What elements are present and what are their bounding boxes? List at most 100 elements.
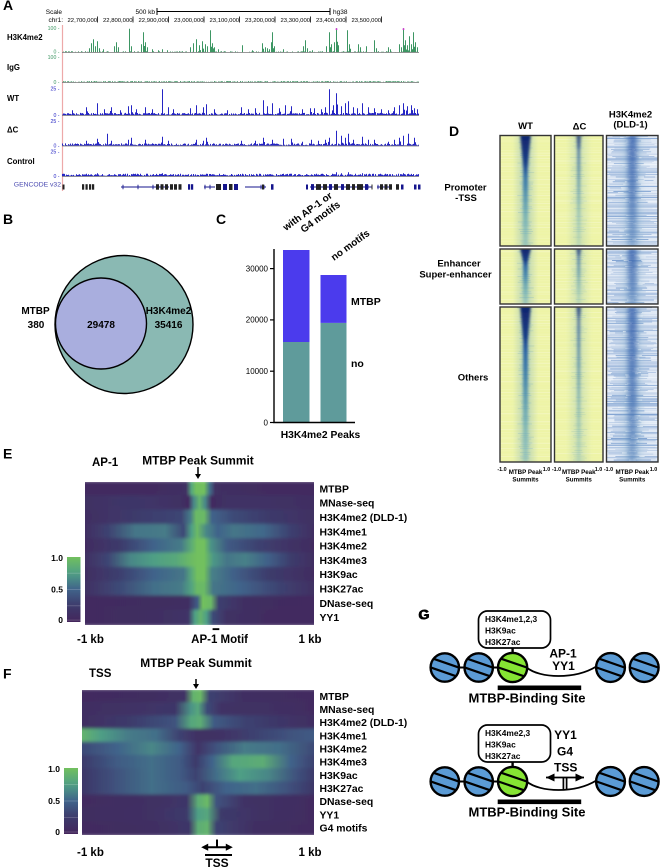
svg-text:H3K4me1,2,3: H3K4me1,2,3: [485, 614, 537, 624]
svg-text:1.0: 1.0: [543, 467, 551, 473]
svg-text:0.5: 0.5: [48, 796, 60, 806]
svg-text:H3K27ac: H3K27ac: [320, 585, 364, 596]
svg-text:0 -: 0 -: [53, 50, 59, 56]
svg-text:H3K4me2 (DLD-1): H3K4me2 (DLD-1): [320, 718, 408, 729]
svg-text:0 -: 0 -: [53, 113, 59, 119]
svg-text:H3K27ac: H3K27ac: [320, 784, 364, 795]
svg-text:E: E: [3, 445, 12, 461]
svg-text:hg38: hg38: [333, 9, 348, 16]
svg-text:G: G: [419, 606, 430, 622]
svg-text:H3K4me1: H3K4me1: [320, 731, 368, 742]
svg-text:H3K4me1: H3K4me1: [320, 527, 368, 538]
svg-text:Enhancer: Enhancer: [437, 259, 481, 270]
svg-text:100 -: 100 -: [48, 26, 60, 32]
svg-text:MTBP Peak Summit: MTBP Peak Summit: [140, 656, 251, 670]
svg-text:1.0: 1.0: [51, 553, 63, 563]
svg-text:(DLD-1): (DLD-1): [613, 120, 647, 131]
svg-text:MNase-seq: MNase-seq: [320, 499, 375, 510]
svg-text:1 kb: 1 kb: [298, 634, 321, 646]
svg-text:DNase-seq: DNase-seq: [320, 797, 374, 808]
svg-text:-1.0: -1.0: [497, 467, 506, 473]
svg-text:Control: Control: [7, 157, 35, 166]
svg-text:23,400,000: 23,400,000: [316, 18, 346, 24]
svg-text:Summits: Summits: [566, 477, 593, 484]
svg-text:H3K9ac: H3K9ac: [320, 570, 358, 581]
svg-text:22,700,000: 22,700,000: [68, 18, 98, 24]
svg-text:YY1: YY1: [320, 810, 340, 821]
svg-text:25 -: 25 -: [51, 119, 60, 125]
svg-text:AP-1 Motif: AP-1 Motif: [191, 634, 248, 646]
svg-text:-1 kb: -1 kb: [77, 634, 104, 646]
svg-text:0.5: 0.5: [51, 585, 63, 595]
svg-text:500 kb: 500 kb: [135, 9, 155, 16]
svg-text:29478: 29478: [87, 320, 115, 331]
svg-text:G4 motifs: G4 motifs: [320, 824, 368, 835]
svg-text:1.0: 1.0: [650, 467, 658, 473]
svg-text:H3K4me2: H3K4me2: [146, 306, 192, 317]
svg-text:100 -: 100 -: [48, 55, 60, 61]
svg-text:20000: 20000: [246, 316, 269, 325]
svg-text:Promoter: Promoter: [444, 183, 487, 194]
svg-text:MTBP: MTBP: [351, 296, 381, 308]
svg-text:Summits: Summits: [619, 477, 646, 484]
svg-text:10000: 10000: [246, 367, 269, 376]
svg-text:WT: WT: [518, 121, 533, 132]
svg-text:MTBP: MTBP: [320, 692, 350, 703]
svg-text:G: G: [418, 607, 429, 623]
svg-text:chr1:: chr1:: [49, 17, 64, 24]
svg-text:MTBP Peak Summit: MTBP Peak Summit: [142, 454, 253, 468]
svg-text:GENCODE v32: GENCODE v32: [14, 182, 61, 189]
svg-text:-1.0: -1.0: [552, 467, 561, 473]
svg-text:no: no: [351, 358, 364, 370]
svg-text:MTBP: MTBP: [320, 484, 350, 495]
svg-text:23,500,000: 23,500,000: [352, 18, 382, 24]
svg-text:H3K4me2: H3K4me2: [320, 745, 368, 756]
svg-text:ΔC: ΔC: [573, 122, 587, 133]
svg-text:30000: 30000: [246, 264, 269, 273]
svg-text:IgG: IgG: [7, 63, 20, 72]
svg-text:AP-1: AP-1: [549, 647, 577, 661]
svg-text:MTBP Peak: MTBP Peak: [562, 469, 596, 476]
svg-text:MTBP-Binding Site: MTBP-Binding Site: [469, 805, 586, 820]
svg-text:MNase-seq: MNase-seq: [320, 705, 375, 716]
svg-text:AP-1: AP-1: [92, 457, 119, 469]
svg-text:YY1: YY1: [320, 613, 340, 624]
svg-text:380: 380: [28, 320, 45, 331]
svg-text:H3K27ac: H3K27ac: [485, 751, 521, 761]
svg-text:MTBP: MTBP: [21, 306, 50, 317]
svg-text:23,100,000: 23,100,000: [210, 18, 240, 24]
svg-text:YY1: YY1: [554, 728, 577, 742]
svg-text:-1.0: -1.0: [604, 467, 613, 473]
svg-text:TSS: TSS: [205, 856, 228, 868]
svg-text:Summits: Summits: [512, 477, 539, 484]
svg-text:TSS: TSS: [554, 761, 577, 775]
svg-text:H3K9ac: H3K9ac: [485, 626, 516, 636]
svg-text:YY1: YY1: [552, 659, 575, 673]
svg-text:no motifs: no motifs: [329, 228, 372, 264]
svg-text:Others: Others: [458, 373, 489, 384]
svg-text:F: F: [3, 665, 12, 681]
svg-text:22,800,000: 22,800,000: [103, 18, 133, 24]
svg-text:H3K4me2 Peaks: H3K4me2 Peaks: [281, 430, 361, 441]
svg-text:Scale: Scale: [46, 9, 63, 16]
svg-text:0 -: 0 -: [53, 174, 59, 180]
svg-text:MTBP Peak: MTBP Peak: [615, 469, 649, 476]
svg-text:0 -: 0 -: [53, 80, 59, 86]
svg-text:H3K9ac: H3K9ac: [485, 740, 516, 750]
svg-text:-TSS: -TSS: [455, 193, 477, 204]
svg-text:-1 kb: -1 kb: [77, 847, 104, 859]
svg-text:H3K27ac: H3K27ac: [485, 637, 521, 647]
svg-text:H3K4me2: H3K4me2: [609, 110, 652, 121]
svg-text:H3K4me2 (DLD-1): H3K4me2 (DLD-1): [320, 513, 408, 524]
svg-text:25 -: 25 -: [51, 87, 60, 93]
svg-text:22,900,000: 22,900,000: [139, 18, 169, 24]
svg-text:0: 0: [58, 615, 63, 625]
svg-text:1.0: 1.0: [595, 467, 603, 473]
svg-text:23,200,000: 23,200,000: [245, 18, 275, 24]
svg-text:H3K4me2: H3K4me2: [320, 542, 368, 553]
svg-text:0 -: 0 -: [53, 144, 59, 150]
svg-text:H3K4me3: H3K4me3: [320, 556, 368, 567]
svg-text:0: 0: [264, 418, 269, 427]
svg-text:23,300,000: 23,300,000: [281, 18, 311, 24]
svg-text:1 kb: 1 kb: [298, 847, 321, 859]
